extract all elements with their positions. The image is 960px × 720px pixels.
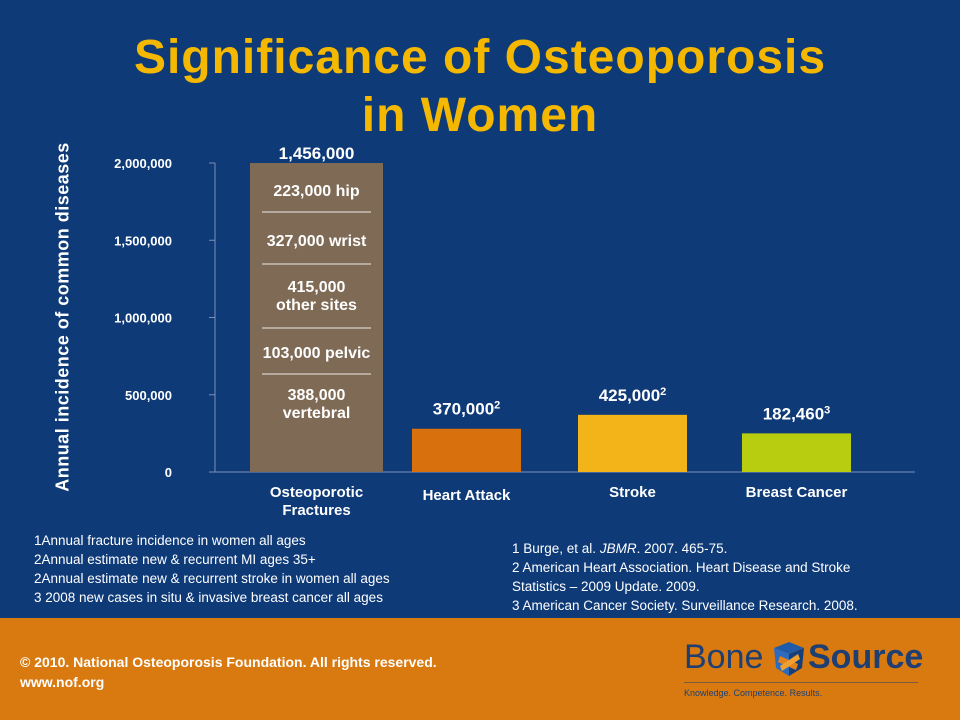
website-link[interactable]: www.nof.org <box>20 674 105 690</box>
reference-2-cont: Statistics – 2009 Update. 2009. <box>512 579 700 594</box>
y-tick-label: 0 <box>165 465 172 480</box>
bar <box>412 428 521 472</box>
reference-1-journal: JBMR <box>599 541 637 556</box>
slide-title-line-2: in Women <box>361 89 599 142</box>
x-category-label: Stroke <box>609 484 656 501</box>
bar-value-label: 425,0002 <box>599 386 667 405</box>
y-tick-label: 500,000 <box>125 388 172 403</box>
logo-mark-icon <box>774 642 804 676</box>
bonesource-logo: Bone Source Knowledge. Competence. Resul… <box>684 636 924 706</box>
segment-label: 415,000 <box>288 279 346 296</box>
footnote-1: 1Annual fracture incidence in women all … <box>34 533 306 548</box>
bar <box>250 163 383 472</box>
segment-label: vertebral <box>283 405 351 422</box>
bar <box>742 433 851 472</box>
x-category-label: Breast Cancer <box>746 484 848 501</box>
footnote-3: 2Annual estimate new & recurrent stroke … <box>34 571 390 586</box>
slide-title-line-1: Significance of Osteoporosis <box>133 31 827 84</box>
y-tick-label: 2,000,000 <box>114 156 172 171</box>
segment-label: 103,000 pelvic <box>263 345 371 362</box>
y-tick-label: 1,500,000 <box>114 233 172 248</box>
segment-label: 223,000 hip <box>273 183 360 200</box>
footnote-2: 2Annual estimate new & recurrent MI ages… <box>34 552 316 567</box>
copyright-text: © 2010. National Osteoporosis Foundation… <box>20 654 437 670</box>
reference-2: 2 American Heart Association. Heart Dise… <box>512 560 851 575</box>
logo-divider <box>684 682 918 683</box>
x-category-label: Heart Attack <box>423 487 511 504</box>
logo-tagline: Knowledge. Competence. Results. <box>684 688 823 698</box>
reference-1-post: . 2007. 465-75. <box>636 541 728 556</box>
references: 1 Burge, et al. JBMR. 2007. 465-75. 2 Am… <box>512 539 858 615</box>
logo-word-source: Source <box>808 638 924 676</box>
reference-1: 1 Burge, et al. JBMR. 2007. 465-75. <box>512 539 858 558</box>
footnote-4: 3 2008 new cases in situ & invasive brea… <box>34 590 383 605</box>
bar-value-label: 370,0002 <box>433 400 501 419</box>
segment-label: other sites <box>276 297 357 314</box>
bar-value-label: 1,456,000 <box>279 144 355 163</box>
footnotes-left: 1Annual fracture incidence in women all … <box>34 531 390 607</box>
bar <box>578 414 687 472</box>
reference-1-pre: 1 Burge, et al. <box>512 541 600 556</box>
bar-value-label: 182,4603 <box>763 404 831 423</box>
logo-word-bone: Bone <box>684 638 764 676</box>
segment-label: 388,000 <box>288 387 346 404</box>
x-category-label: Osteoporotic <box>270 484 363 501</box>
reference-3: 3 American Cancer Society. Surveillance … <box>512 598 858 613</box>
bar-chart: 0 500,000 1,000,000 1,500,000 2,000,000 1,456… <box>114 144 915 519</box>
x-category-label: Fractures <box>282 502 350 519</box>
y-tick-label: 1,000,000 <box>114 311 172 326</box>
segment-label: 327,000 wrist <box>267 233 367 250</box>
